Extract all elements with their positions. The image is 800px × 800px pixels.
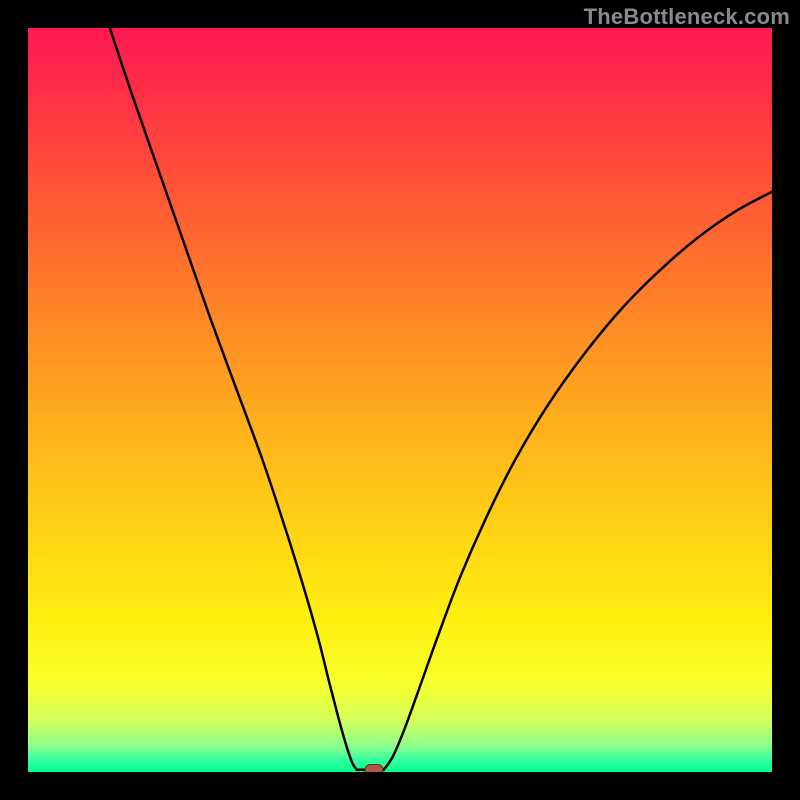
plot-background-gradient — [28, 28, 772, 772]
bottleneck-plot — [0, 0, 800, 800]
chart-container: TheBottleneck.com — [0, 0, 800, 800]
watermark-text: TheBottleneck.com — [584, 4, 790, 30]
